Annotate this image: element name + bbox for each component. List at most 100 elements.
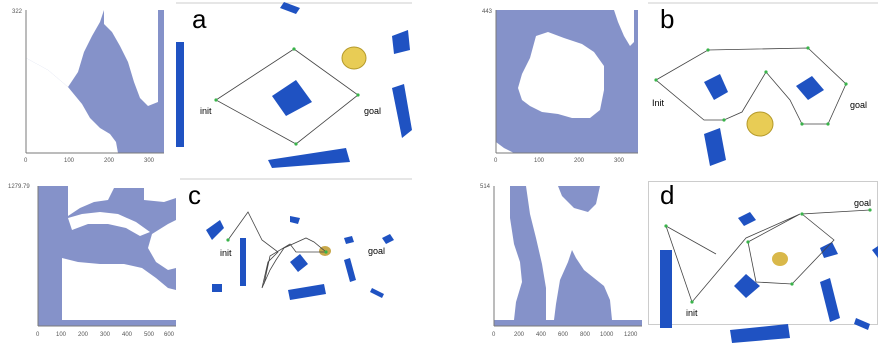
scene-d-disc [772, 252, 788, 266]
plot-b-tick-3: 300 [614, 158, 625, 164]
scene-a-waypoint [294, 142, 298, 146]
scene-c-goal-label: goal [368, 246, 385, 256]
scene-b-waypoint [806, 46, 810, 50]
plot-a-tick-3: 300 [144, 158, 155, 164]
plot-a-svg: 322 0 100 200 300 [12, 9, 164, 164]
scene-c-svg: init goal [180, 178, 412, 300]
scene-c-bar-right [344, 258, 356, 282]
plot-d: 514 0 200 400 600 800 1000 1200 [476, 178, 646, 343]
scene-d-bar-left [660, 250, 672, 328]
scene-d-block-top [738, 212, 756, 226]
plot-a-free-space-right [104, 10, 158, 106]
scene-b-waypoint [706, 48, 710, 52]
plot-c-free-space-top [52, 186, 176, 216]
scene-d-frame [648, 181, 878, 325]
plot-a-free-space-bottom [26, 58, 118, 153]
scene-b-waypoint [654, 78, 658, 82]
scene-b-bar-bottom [704, 128, 726, 166]
scene-b-waypoint [722, 118, 726, 122]
scene-b-path [655, 47, 847, 125]
plot-d-tick-4: 800 [580, 332, 591, 338]
plot-a-free-space-top [26, 10, 104, 87]
plot-b-free-space-center [518, 32, 604, 118]
plot-b-tick-2: 200 [574, 158, 585, 164]
scene-d-waypoint [746, 240, 750, 244]
plot-c-tick-5: 500 [144, 332, 155, 338]
plot-d-top-label: 514 [480, 184, 491, 190]
panel-a-letter: a [192, 4, 207, 34]
scene-b-goal-label: goal [850, 100, 867, 110]
scene-d-waypoint [800, 212, 804, 216]
scene-b-disc [746, 111, 774, 137]
plot-d-free-space-left [494, 186, 522, 320]
scene-d-waypoint [690, 300, 694, 304]
scene-a-goal-label: goal [364, 106, 381, 116]
scene-a-block-right-top [392, 30, 410, 54]
plot-b-svg: 443 0 100 200 300 [482, 9, 638, 164]
plot-c-tick-4: 400 [122, 332, 133, 338]
scene-a-bar-bottom [268, 148, 350, 168]
scene-c-path [227, 211, 328, 289]
scene-a-center-block [272, 80, 312, 116]
scene-d-center-block [734, 274, 760, 298]
scene-d-block-bottom-right [854, 318, 870, 330]
scene-d-block-right [820, 242, 838, 258]
plot-b-top-label: 443 [482, 9, 493, 15]
scene-b-init-label: Init [652, 98, 665, 108]
scene-c-bar-bottom [288, 284, 326, 300]
scene-c-init-label: init [220, 248, 232, 258]
plot-c-top-label: 1279.79 [8, 184, 30, 190]
scene-a-disc [341, 46, 367, 70]
plot-b-tick-1: 100 [534, 158, 545, 164]
scene-c-block-top [290, 216, 300, 224]
scene-c-block-left [206, 220, 224, 240]
scene-c-waypoint [226, 238, 230, 242]
scene-d-block-edge [872, 246, 878, 258]
scene-b-block-right [796, 76, 824, 100]
plot-c-tick-0: 0 [36, 332, 40, 338]
plot-d-tick-3: 600 [558, 332, 569, 338]
panel-b-letter: b [660, 4, 675, 34]
panel-d-letter: d [660, 180, 675, 210]
scene-a-bar-right [392, 84, 412, 138]
scene-a-svg: init goal [176, 2, 412, 168]
scene-a: init goal a [176, 2, 412, 168]
plot-c-tick-3: 300 [100, 332, 111, 338]
scene-b-waypoint [764, 70, 768, 74]
plot-d-svg: 514 0 200 400 600 800 1000 1200 [480, 184, 642, 338]
plot-b-free-space-top-right [614, 10, 634, 46]
scene-a-bar-left [176, 42, 184, 147]
scene-c-block-bottom-right [370, 288, 384, 298]
scene-d-path [665, 209, 871, 303]
scene-a-waypoint [356, 93, 360, 97]
plot-c-tick-2: 200 [78, 332, 89, 338]
scene-b-waypoint [800, 122, 804, 126]
scene-c: init goal c [180, 178, 412, 343]
scene-c-small-square [212, 284, 222, 292]
scene-c-block-far-right [382, 234, 394, 244]
scene-c-waypoint [324, 250, 328, 254]
plot-c-tick-6: 600 [164, 332, 175, 338]
plot-a-tick-2: 200 [104, 158, 115, 164]
panel-c-letter: c [188, 180, 201, 210]
scene-b-waypoint [844, 82, 848, 86]
plot-d-tick-5: 1000 [600, 332, 614, 338]
scene-d-bar-right [820, 278, 840, 322]
scene-c-center-block [290, 254, 308, 272]
scene-c-block-mid [344, 236, 354, 244]
plot-b: 443 0 100 200 300 [478, 2, 642, 168]
plot-a-top-label: 322 [12, 9, 23, 15]
scene-a-init-label: init [200, 106, 212, 116]
plot-c: 1279.79 0 100 200 300 400 500 600 [8, 178, 180, 343]
scene-a-bar-top [280, 2, 300, 14]
scene-a-waypoint [214, 98, 218, 102]
scene-d-init-label: init [686, 308, 698, 318]
plot-d-tick-6: 1200 [624, 332, 638, 338]
scene-d-waypoint [664, 224, 668, 228]
plot-a-tick-0: 0 [24, 158, 28, 164]
plot-a: 322 0 100 200 300 [8, 2, 168, 168]
scene-b-waypoint [826, 122, 830, 126]
scene-b: Init goal b [648, 2, 878, 168]
scene-b-block-left [704, 74, 728, 100]
